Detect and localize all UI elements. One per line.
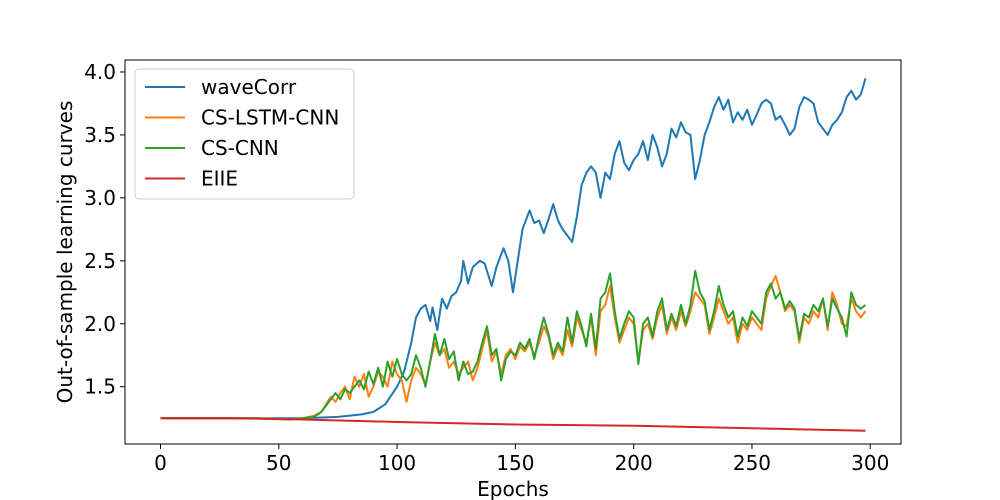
- legend-label-eiie: EIIE: [201, 167, 238, 191]
- y-tick-label: 4.0: [84, 60, 116, 84]
- x-tick-label: 100: [378, 451, 416, 475]
- legend-label-cs-lstm-cnn: CS-LSTM-CNN: [201, 106, 339, 130]
- legend-label-cs-cnn: CS-CNN: [201, 136, 279, 160]
- x-axis: 0 50 100 150 200 250 300: [154, 444, 889, 475]
- y-tick-label: 1.5: [84, 375, 116, 399]
- y-tick-label: 3.0: [84, 186, 116, 210]
- x-tick-label: 0: [154, 451, 167, 475]
- y-tick-label: 2.0: [84, 312, 116, 336]
- legend: waveCorr CS-LSTM-CNN CS-CNN EIIE: [134, 68, 355, 200]
- legend-box: [134, 68, 355, 200]
- x-tick-label: 300: [851, 451, 889, 475]
- series-line-wavecorr: [160, 77, 867, 420]
- x-tick-label: 150: [496, 451, 534, 475]
- series-layer: [160, 77, 867, 432]
- y-tick-label: 3.5: [84, 123, 116, 147]
- y-axis-title: Out-of-sample learning curves: [53, 101, 77, 404]
- series-line-cs-lstm-cnn: [160, 274, 867, 421]
- x-tick-label: 200: [615, 451, 653, 475]
- series-line-cs-cnn: [160, 269, 867, 421]
- x-tick-label: 50: [266, 451, 291, 475]
- plot-frame: [124, 59, 902, 445]
- legend-label-wavecorr: waveCorr: [201, 75, 297, 99]
- x-tick-label: 250: [733, 451, 771, 475]
- series-line-eiie: [160, 417, 866, 432]
- y-axis: 1.5 2.0 2.5 3.0 3.5 4.0: [84, 60, 125, 399]
- x-axis-title: Epochs: [477, 477, 549, 500]
- y-tick-label: 2.5: [84, 249, 116, 273]
